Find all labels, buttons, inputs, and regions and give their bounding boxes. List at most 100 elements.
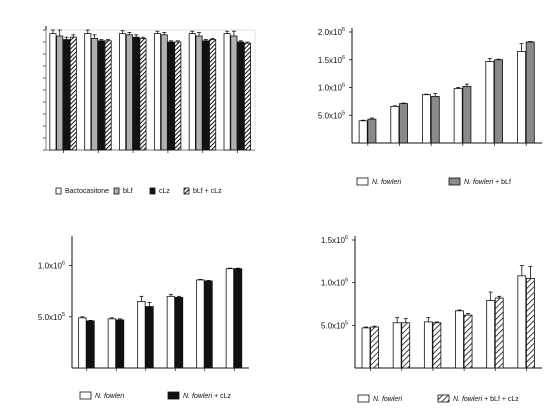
bar [367, 118, 377, 144]
legend-swatch [448, 177, 461, 186]
bar [91, 38, 99, 151]
bar [204, 280, 213, 369]
legend-label: N. fowleri [373, 396, 403, 403]
bar [209, 39, 217, 151]
bar [225, 268, 235, 369]
bar [107, 318, 117, 369]
legend-label: N. fowleri + bLf + cLz [453, 396, 519, 403]
bar [233, 268, 243, 369]
legend-swatch [357, 394, 370, 403]
y-tick-mantissa: 1.5x10 [321, 236, 346, 245]
bar [119, 33, 127, 151]
bar [361, 327, 371, 369]
bar [370, 326, 379, 369]
bar [153, 33, 161, 151]
y-tick-exponent: 6 [342, 27, 345, 33]
y-tick-exponent: 6 [342, 55, 345, 61]
bar [125, 34, 133, 151]
legend-label: N. fowleri + cLz [183, 393, 232, 400]
legend-series-name: N. fowleri [453, 396, 483, 403]
bar [196, 279, 205, 369]
bar [86, 320, 95, 369]
legend-series-suffix: + bLf + cLz [482, 396, 519, 403]
y-tick-exponent: 6 [342, 83, 345, 89]
bar [243, 42, 251, 151]
bar [486, 300, 496, 369]
legend-label: N. fowleri + bLf [464, 179, 511, 186]
bar [494, 297, 504, 369]
y-tick-mantissa: 5.0x10 [318, 111, 343, 120]
y-tick-label: 5.0x105 [318, 110, 345, 120]
y-tick-mantissa: 5.0x10 [38, 313, 63, 322]
bar [453, 88, 463, 144]
bar [63, 39, 71, 151]
y-tick-exponent: 5 [345, 320, 348, 326]
bar [430, 95, 440, 144]
y-tick-mantissa: 2.0x10 [318, 28, 343, 37]
legend-label: Bactocasitone [65, 188, 109, 195]
bar [390, 105, 400, 144]
bar [223, 33, 231, 151]
y-tick-label: 1.0x106 [318, 83, 345, 93]
bar [525, 41, 535, 144]
bar [202, 40, 210, 151]
legend-series-name: Bactocasitone [65, 188, 109, 195]
legend-swatch [167, 391, 180, 400]
y-tick-exponent: 5 [62, 312, 65, 318]
bar [49, 33, 57, 151]
y-tick-exponent: 6 [62, 261, 65, 267]
bar [145, 306, 154, 369]
bar [78, 317, 87, 369]
bar [517, 51, 526, 144]
bar [195, 35, 203, 151]
legend-swatch [79, 391, 92, 400]
bar [455, 310, 464, 369]
y-tick-mantissa: 5.0x10 [321, 321, 346, 330]
legend-series-name: N. fowleri [464, 179, 494, 186]
bar [230, 35, 238, 151]
legend-label: N. fowleri [95, 393, 125, 400]
bar [401, 322, 411, 369]
y-tick-mantissa: 1.5x10 [318, 56, 343, 65]
bar [137, 301, 146, 369]
y-tick-mantissa: 1.0x10 [321, 279, 346, 288]
legend-series-name: N. fowleri [95, 393, 125, 400]
bar [526, 277, 535, 369]
bar [399, 103, 409, 144]
legend-series-name: cLz [159, 188, 170, 195]
bar [166, 295, 176, 369]
bar [167, 41, 175, 151]
chart-a: Bactocasitone bLf cLz bLf + cLz [43, 26, 256, 195]
y-tick-label: 1.5x106 [321, 235, 348, 245]
y-tick-label: 2.0x106 [318, 27, 345, 37]
legend-swatch [149, 187, 156, 195]
bar [485, 61, 495, 144]
legend-series-name: N. fowleri [373, 396, 403, 403]
bar [84, 33, 92, 151]
bar [237, 41, 245, 151]
bar [69, 36, 77, 151]
bar [423, 321, 433, 369]
legend-swatch [183, 187, 190, 195]
bar [422, 94, 431, 144]
bar [494, 59, 504, 144]
bar [56, 35, 64, 151]
bar [462, 85, 472, 144]
legend-series-name: N. fowleri [372, 179, 402, 186]
bar [392, 322, 402, 369]
legend-series-suffix: + cLz [212, 393, 231, 400]
y-tick-label: 1.5x106 [318, 55, 345, 65]
legend-swatch [437, 394, 450, 403]
y-tick-label: 5.0x105 [321, 320, 348, 330]
y-tick-mantissa: 1.0x10 [318, 84, 343, 93]
legend-label: bLf + cLz [193, 188, 222, 195]
y-tick-exponent: 6 [345, 235, 348, 241]
bar [358, 120, 368, 144]
legend-series-name: bLf + cLz [193, 188, 222, 195]
legend-label: N. fowleri [372, 179, 402, 186]
legend-series-name: bLf [123, 188, 133, 195]
y-tick-exponent: 6 [345, 278, 348, 284]
legend-swatch [356, 177, 369, 186]
